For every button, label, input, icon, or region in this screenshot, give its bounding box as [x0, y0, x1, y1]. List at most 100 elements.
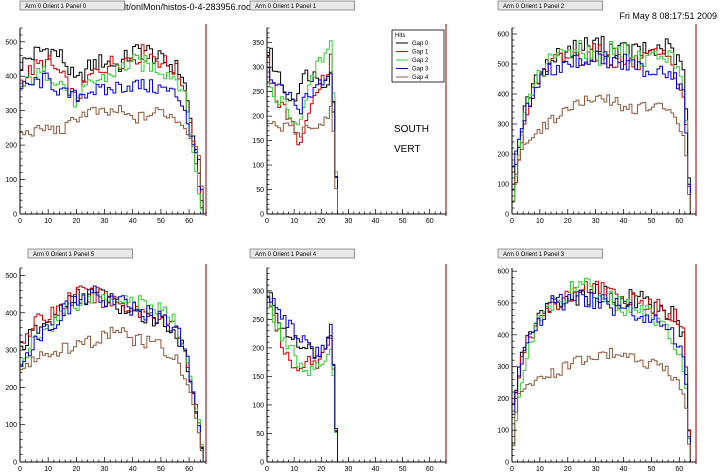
y-tick-label: 600 [497, 32, 509, 39]
y-tick-label: 200 [252, 345, 264, 352]
histogram-series [19, 288, 204, 462]
panel-title: Arm 0 Orient 1 Panel 5 [33, 252, 95, 258]
histogram-series [19, 44, 204, 214]
histogram-series [19, 53, 204, 214]
x-tick-label: 60 [185, 218, 193, 225]
y-tick-label: 250 [252, 317, 264, 324]
histogram-series [511, 277, 694, 463]
x-tick-label: 30 [101, 466, 109, 473]
y-tick-label: 100 [497, 182, 509, 189]
panel-title: Arm 0 Orient 1 Panel 0 [25, 4, 87, 10]
timestamp-label: Fri May 8 08:17:51 2009 [619, 11, 717, 21]
histogram-series [19, 285, 204, 462]
histogram-series [266, 105, 338, 214]
y-tick-label: 100 [497, 428, 509, 435]
y-tick-label: 200 [497, 396, 509, 403]
x-tick-label: 30 [592, 218, 600, 225]
histogram-series [511, 40, 694, 215]
y-tick-label: 500 [5, 39, 17, 46]
y-tick-label: 300 [497, 122, 509, 129]
x-tick-label: 20 [72, 466, 80, 473]
histogram-series [511, 35, 694, 215]
histogram-series [511, 50, 694, 215]
y-tick-label: 100 [252, 163, 264, 170]
x-tick-label: 60 [675, 466, 683, 473]
x-tick-label: 0 [18, 466, 22, 473]
histogram-series [266, 67, 338, 214]
histogram-series [19, 44, 204, 214]
x-tick-label: 0 [265, 466, 269, 473]
y-tick-label: 200 [5, 143, 17, 150]
y-tick-label: 400 [497, 92, 509, 99]
y-tick-label: 100 [5, 422, 17, 429]
y-tick-label: 100 [252, 402, 264, 409]
panel-title-box [497, 248, 603, 259]
y-tick-label: 400 [5, 74, 17, 81]
y-tick-label: 400 [497, 332, 509, 339]
x-tick-label: 60 [426, 466, 434, 473]
x-tick-label: 40 [129, 218, 137, 225]
y-tick-label: 150 [252, 374, 264, 381]
x-tick-label: 30 [344, 466, 352, 473]
x-tick-label: 30 [344, 218, 352, 225]
y-tick-label: 0 [13, 460, 17, 467]
histogram-series [19, 292, 204, 462]
x-tick-label: 10 [536, 466, 544, 473]
panel-title: Arm 0 Orient 1 Panel 2 [503, 4, 565, 10]
y-tick-label: 300 [252, 288, 264, 295]
x-tick-label: 20 [72, 218, 80, 225]
panel-title-box [19, 0, 125, 11]
x-tick-label: 0 [18, 218, 22, 225]
x-tick-label: 0 [510, 218, 514, 225]
histogram-series [19, 105, 204, 214]
histogram-series [19, 72, 204, 214]
y-tick-label: 500 [497, 300, 509, 307]
x-tick-label: 20 [564, 218, 572, 225]
x-tick-label: 10 [290, 466, 298, 473]
x-tick-label: 30 [101, 218, 109, 225]
histogram-series [511, 290, 694, 463]
y-tick-label: 250 [252, 89, 264, 96]
histogram-series [266, 292, 338, 462]
x-tick-label: 10 [536, 218, 544, 225]
panel-title: Arm 0 Orient 1 Panel 3 [503, 252, 565, 258]
x-tick-label: 40 [620, 218, 628, 225]
x-tick-label: 30 [592, 466, 600, 473]
x-tick-label: 40 [372, 466, 380, 473]
y-tick-label: 200 [252, 114, 264, 121]
histogram-series [266, 291, 338, 462]
histogram-series [266, 297, 338, 462]
y-tick-label: 200 [5, 385, 17, 392]
y-tick-label: 50 [256, 431, 264, 438]
legend-entry: Gap 3 [412, 67, 429, 73]
y-tick-label: 0 [505, 460, 509, 467]
y-tick-label: 100 [5, 177, 17, 184]
y-tick-label: 400 [5, 310, 17, 317]
legend-entry: Gap 2 [412, 58, 429, 64]
x-tick-label: 20 [317, 466, 325, 473]
y-tick-label: 350 [252, 40, 264, 47]
x-tick-label: 50 [399, 218, 407, 225]
legend-entry: Gap 4 [412, 75, 429, 81]
y-tick-label: 0 [260, 212, 264, 219]
histogram-series [19, 285, 204, 462]
histogram-series [266, 47, 338, 214]
y-tick-label: 50 [256, 187, 264, 194]
y-tick-label: 300 [5, 348, 17, 355]
x-tick-label: 60 [185, 466, 193, 473]
histogram-series [511, 94, 694, 215]
x-tick-label: 50 [157, 466, 165, 473]
y-tick-label: 500 [5, 273, 17, 280]
y-tick-label: 300 [5, 108, 17, 115]
y-tick-label: 600 [497, 269, 509, 276]
y-tick-label: 500 [497, 62, 509, 69]
x-tick-label: 0 [510, 466, 514, 473]
y-tick-label: 300 [252, 65, 264, 72]
panel-title-box [27, 248, 133, 259]
x-tick-label: 50 [399, 466, 407, 473]
x-tick-label: 20 [317, 218, 325, 225]
panel-title: Arm 0 Orient 1 Panel 1 [255, 4, 317, 10]
x-tick-label: 50 [647, 466, 655, 473]
legend-box [391, 29, 445, 83]
